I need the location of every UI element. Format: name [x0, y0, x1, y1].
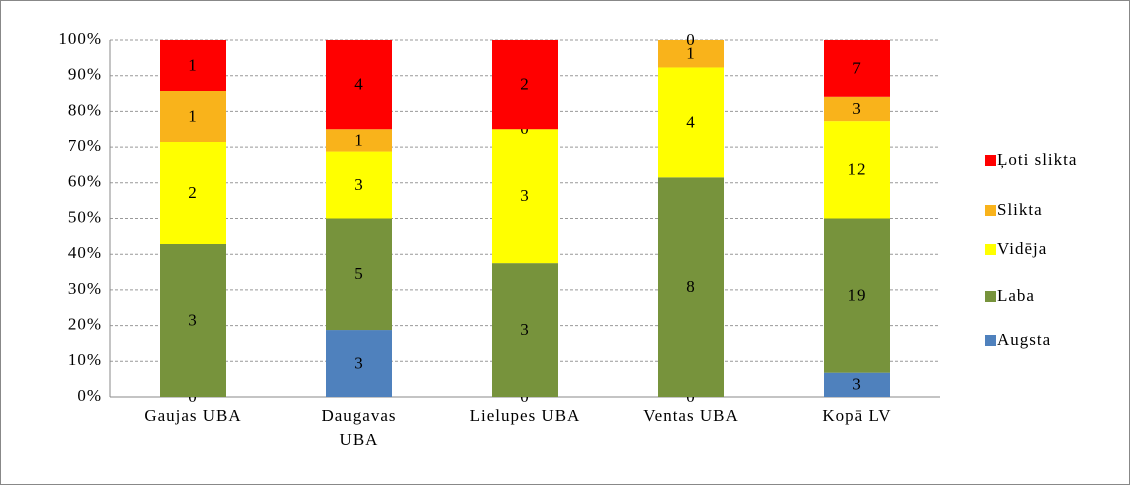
legend-label: Slikta — [997, 200, 1043, 219]
x-tick-label: Ventas UBA — [643, 406, 738, 425]
legend-swatch — [985, 155, 996, 166]
bar-segment — [326, 40, 392, 130]
x-tick-label: Gaujas UBA — [144, 406, 241, 425]
data-label: 3 — [188, 310, 198, 329]
bar-segment — [824, 96, 890, 122]
bar-segment — [326, 330, 392, 397]
x-tick-label: Daugavas UBA — [321, 406, 396, 449]
data-label: 1 — [686, 44, 696, 63]
bar-segment — [326, 129, 392, 152]
data-label: 1 — [188, 106, 198, 125]
legend-swatch — [985, 244, 996, 255]
legend-swatch — [985, 205, 996, 216]
y-tick-label: 50% — [68, 207, 102, 226]
bar-segment — [160, 40, 226, 91]
legend-swatch — [985, 335, 996, 346]
y-tick-label: 90% — [68, 65, 102, 84]
bar-segment — [326, 151, 392, 219]
data-label: 3 — [354, 353, 364, 372]
bar-segment — [658, 40, 724, 68]
data-label: 8 — [686, 277, 696, 296]
bar-segment — [160, 142, 226, 244]
x-tick-label: Kopā LV — [822, 406, 891, 425]
y-tick-label: 80% — [68, 100, 102, 119]
data-label: 3 — [852, 99, 862, 118]
data-label: 5 — [354, 264, 364, 283]
data-label: 2 — [520, 75, 530, 94]
bar-segment — [326, 218, 392, 331]
data-label: 19 — [848, 285, 867, 304]
bar-segment — [824, 372, 890, 397]
data-label: 4 — [354, 75, 364, 94]
legend-swatch — [985, 291, 996, 302]
data-label: 3 — [852, 375, 862, 394]
bar-segment — [658, 67, 724, 178]
x-tick-label: Lielupes UBA — [470, 406, 581, 425]
data-label: 7 — [852, 58, 862, 77]
data-label: 2 — [188, 183, 198, 202]
bar-segment — [160, 244, 226, 397]
legend-label: Ļoti slikta — [997, 150, 1077, 169]
y-tick-label: 0% — [77, 386, 102, 405]
y-tick-label: 100% — [58, 29, 102, 48]
y-tick-label: 30% — [68, 279, 102, 298]
data-label: 3 — [520, 320, 530, 339]
data-label: 1 — [354, 130, 364, 149]
y-tick-label: 40% — [68, 243, 102, 262]
legend-label: Augsta — [997, 330, 1051, 349]
bar-segment — [824, 40, 890, 97]
y-tick-label: 70% — [68, 136, 102, 155]
data-label: 4 — [686, 112, 696, 131]
bar-segment — [824, 218, 890, 373]
y-tick-label: 10% — [68, 350, 102, 369]
bar-segment — [492, 129, 558, 264]
y-tick-label: 20% — [68, 315, 102, 334]
data-label: 1 — [188, 55, 198, 74]
data-label: 0 — [686, 30, 696, 49]
legend-label: Laba — [997, 286, 1035, 305]
bar-segment — [658, 177, 724, 397]
bar-segment — [824, 121, 890, 219]
bar-segment — [492, 40, 558, 130]
data-label: 12 — [848, 160, 867, 179]
legend-label: Vidēja — [997, 239, 1047, 258]
y-tick-label: 60% — [68, 172, 102, 191]
data-label: 3 — [354, 175, 364, 194]
bar-segment — [160, 91, 226, 142]
bar-segment — [492, 263, 558, 397]
data-label: 3 — [520, 186, 530, 205]
